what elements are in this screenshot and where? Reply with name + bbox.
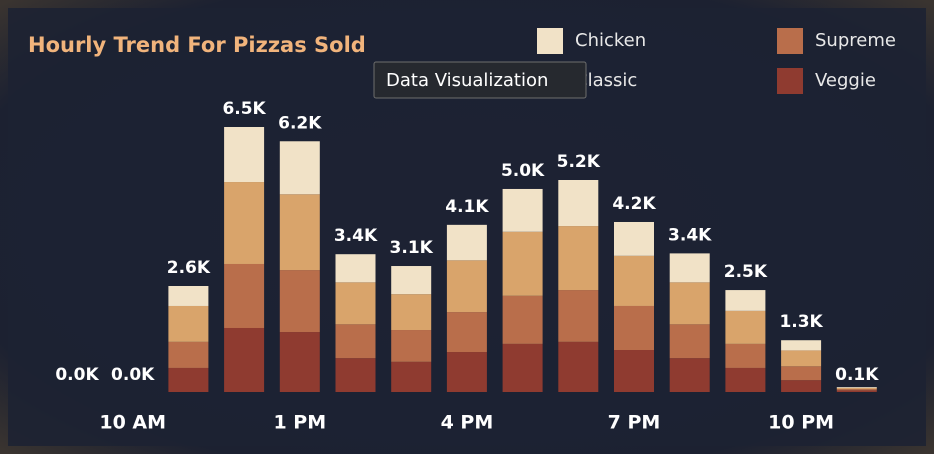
bar-segment <box>335 324 376 359</box>
bar-segment <box>502 231 543 296</box>
bar-segment <box>836 389 877 391</box>
bar-segment <box>391 330 432 362</box>
data-label: 6.2K <box>278 113 322 133</box>
bar-segment <box>725 343 766 368</box>
bar-segment <box>836 387 877 388</box>
legend-label: Veggie <box>815 70 876 91</box>
legend-label: Classic <box>575 70 637 91</box>
data-label: 0.1K <box>835 365 879 385</box>
data-label: 5.2K <box>557 152 601 172</box>
data-label: 0.0K <box>55 365 99 385</box>
x-tick-label: 4 PM <box>441 412 494 434</box>
data-label: 5.0K <box>501 161 545 181</box>
data-label: 6.5K <box>222 99 266 119</box>
legend-swatch <box>777 28 803 54</box>
data-label: 0.0K <box>111 365 155 385</box>
bar-segment <box>446 224 487 261</box>
bar-segment <box>614 255 654 306</box>
data-label: 1.3K <box>779 312 823 332</box>
bar-segment <box>279 141 320 195</box>
bar-segment <box>224 327 265 392</box>
chart-title: Hourly Trend For Pizzas Sold <box>28 33 366 57</box>
bar-segment <box>725 290 766 311</box>
tooltip-box <box>373 61 587 99</box>
data-label: 2.5K <box>724 262 768 282</box>
data-label: 3.1K <box>390 238 434 258</box>
bar-segment <box>446 312 487 353</box>
data-label: 4.1K <box>445 197 489 217</box>
bar-segment <box>391 361 432 392</box>
bar-segment <box>669 358 710 392</box>
legend-label: Chicken <box>575 30 646 51</box>
bar-segment <box>781 380 822 392</box>
data-label: 3.4K <box>334 226 378 246</box>
bar-segment <box>781 350 822 367</box>
legend-swatch <box>537 28 563 54</box>
bar-segment <box>168 286 209 306</box>
bar-segment <box>391 266 432 295</box>
bar-segment <box>335 358 376 392</box>
bar-segment <box>614 350 654 392</box>
bar-segment <box>446 260 487 313</box>
bar-segment <box>224 182 265 264</box>
x-tick-label: 10 AM <box>99 412 166 434</box>
bar-segment <box>502 188 543 232</box>
bar-segment <box>836 390 877 392</box>
bar-segment <box>168 341 209 368</box>
bar-segment <box>335 254 376 283</box>
bar-segment <box>836 387 877 390</box>
bar-segment <box>446 352 487 392</box>
legend-label: Supreme <box>815 30 896 51</box>
bar-segment <box>279 194 320 271</box>
bar-segment <box>614 305 654 351</box>
bar-segment <box>669 253 710 283</box>
tooltip: Data Visualization <box>373 61 587 99</box>
x-tick-label: 7 PM <box>608 412 661 434</box>
bar-segment <box>168 367 209 392</box>
tooltip-text: Data Visualization <box>386 70 548 91</box>
bar-segment <box>614 221 654 256</box>
bar-segment <box>558 226 599 291</box>
bar-segment <box>502 295 543 344</box>
bar-segment <box>558 341 599 392</box>
bar-segment <box>224 263 265 328</box>
bar-segment <box>725 367 766 392</box>
bar-segment <box>502 343 543 392</box>
bar-segment <box>168 305 209 342</box>
bar-segment <box>279 270 320 333</box>
bar-segment <box>391 294 432 331</box>
bar-segment <box>725 310 766 344</box>
legend-swatch <box>777 68 803 94</box>
data-label: 3.4K <box>668 225 712 245</box>
x-tick-label: 10 PM <box>768 412 834 434</box>
data-label: 2.6K <box>167 258 211 278</box>
bar-segment <box>335 282 376 325</box>
x-tick-label: 1 PM <box>273 412 326 434</box>
bar-segment <box>224 127 265 183</box>
plot: 0.0K 0.0K 10 AM 2.6K 6.5K 6.2K 1 PM 3.4K 3.1K 4.1… <box>55 99 879 434</box>
bar-segment <box>669 282 710 325</box>
bar-segment <box>781 366 822 381</box>
bar-segment <box>781 340 822 351</box>
bar-segment <box>669 324 710 359</box>
bar-segment <box>558 290 599 342</box>
data-label: 4.2K <box>612 194 656 214</box>
bar-segment <box>558 180 599 227</box>
bar-segment <box>279 332 320 392</box>
